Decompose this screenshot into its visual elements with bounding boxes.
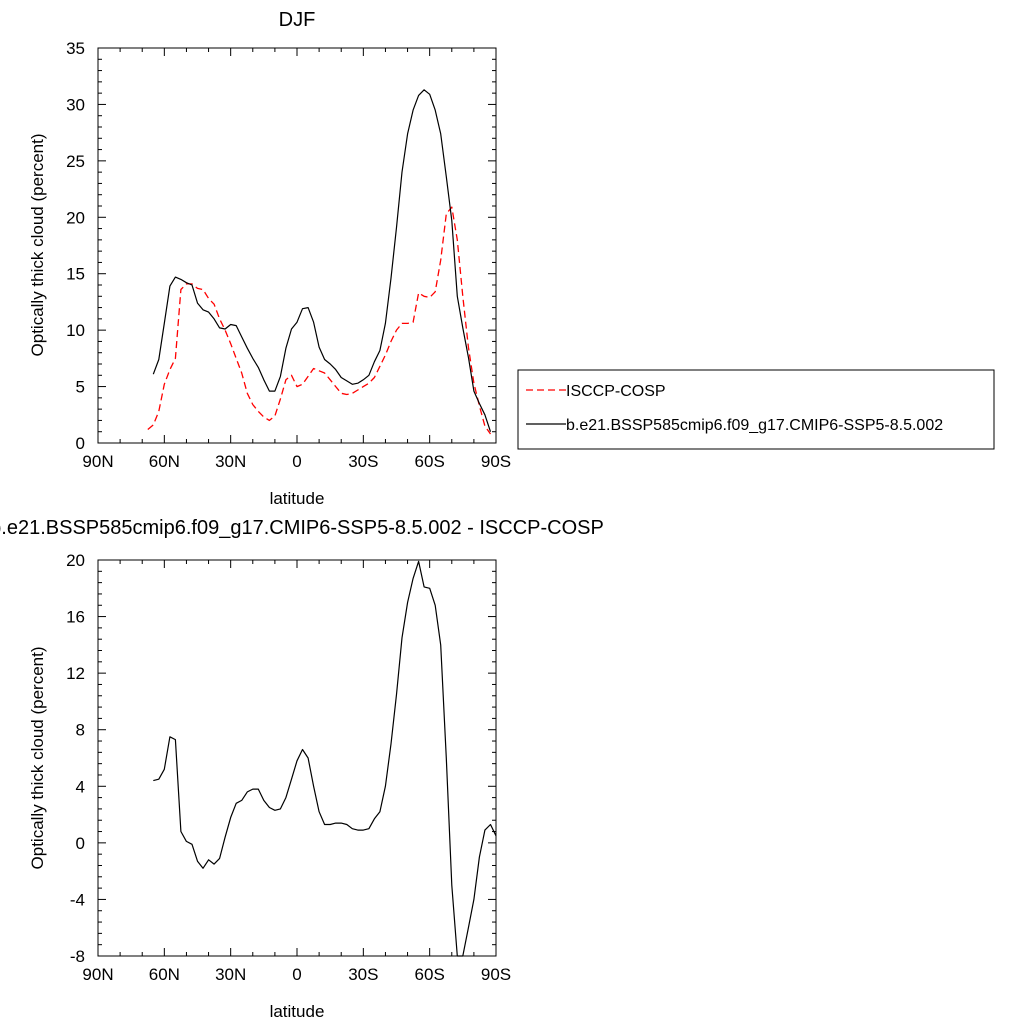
y-tick-label: 4 xyxy=(76,777,85,796)
plot-frame xyxy=(97,47,497,444)
series-line-b-e21-bssp585cmip6-f09-g17-cmip6-ssp5-8-5-002 xyxy=(152,89,492,432)
x-tick-label: 0 xyxy=(292,452,301,471)
y-tick-label: 8 xyxy=(76,721,85,740)
legend-box xyxy=(517,369,995,450)
x-axis-label: latitude xyxy=(270,1002,325,1021)
y-tick-label: 16 xyxy=(66,608,85,627)
x-tick-label: 60S xyxy=(415,965,445,984)
y-tick-label: 5 xyxy=(76,378,85,397)
y-tick-label: -8 xyxy=(70,947,85,966)
x-tick-label: 90S xyxy=(481,452,511,471)
x-tick-label: 30N xyxy=(215,965,246,984)
x-tick-label: 0 xyxy=(292,965,301,984)
legend-label-model: b.e21.BSSP585cmip6.f09_g17.CMIP6-SSP5-8.… xyxy=(566,417,943,434)
x-tick-label: 30S xyxy=(348,452,378,471)
y-tick-label: 25 xyxy=(66,152,85,171)
y-tick-label: 15 xyxy=(66,265,85,284)
y-tick-label: 0 xyxy=(76,834,85,853)
chart-panel-bottom: b.e21.BSSP585cmip6.f09_g17.CMIP6-SSP5-8.… xyxy=(0,517,604,1021)
y-tick-label: 12 xyxy=(66,664,85,683)
x-tick-label: 60N xyxy=(149,452,180,471)
legend-label-isccp: ISCCP-COSP xyxy=(566,383,666,400)
x-tick-label: 90N xyxy=(82,452,113,471)
x-tick-label: 60S xyxy=(415,452,445,471)
series-line-difference xyxy=(153,560,497,957)
series-line-isccp-cosp xyxy=(147,206,492,435)
plot-frame xyxy=(97,559,497,957)
x-tick-label: 30S xyxy=(348,965,378,984)
x-tick-label: 30N xyxy=(215,452,246,471)
x-tick-label: 90S xyxy=(481,965,511,984)
chart-panel-top: DJF 90N 60N 30N 0 30S 60S 90S 0 5 10 15 20 25 30 35 la… xyxy=(28,9,511,508)
y-tick-label: -4 xyxy=(70,890,85,909)
y-axis-label: Optically thick cloud (percent) xyxy=(28,647,47,870)
y-tick-label: 20 xyxy=(66,208,85,227)
legend: ISCCP-COSP b.e21.BSSP585cmip6.f09_g17.CM… xyxy=(517,369,995,450)
x-tick-label: 90N xyxy=(82,965,113,984)
y-tick-label: 35 xyxy=(66,39,85,58)
chart-title: DJF xyxy=(279,9,316,31)
x-axis-label: latitude xyxy=(270,489,325,508)
y-axis-label: Optically thick cloud (percent) xyxy=(28,134,47,357)
chart-title: b.e21.BSSP585cmip6.f09_g17.CMIP6-SSP5-8.… xyxy=(0,517,604,539)
y-tick-label: 30 xyxy=(66,95,85,114)
x-tick-label: 60N xyxy=(149,965,180,984)
y-tick-label: 10 xyxy=(66,321,85,340)
y-tick-label: 0 xyxy=(76,434,85,453)
y-tick-label: 20 xyxy=(66,551,85,570)
